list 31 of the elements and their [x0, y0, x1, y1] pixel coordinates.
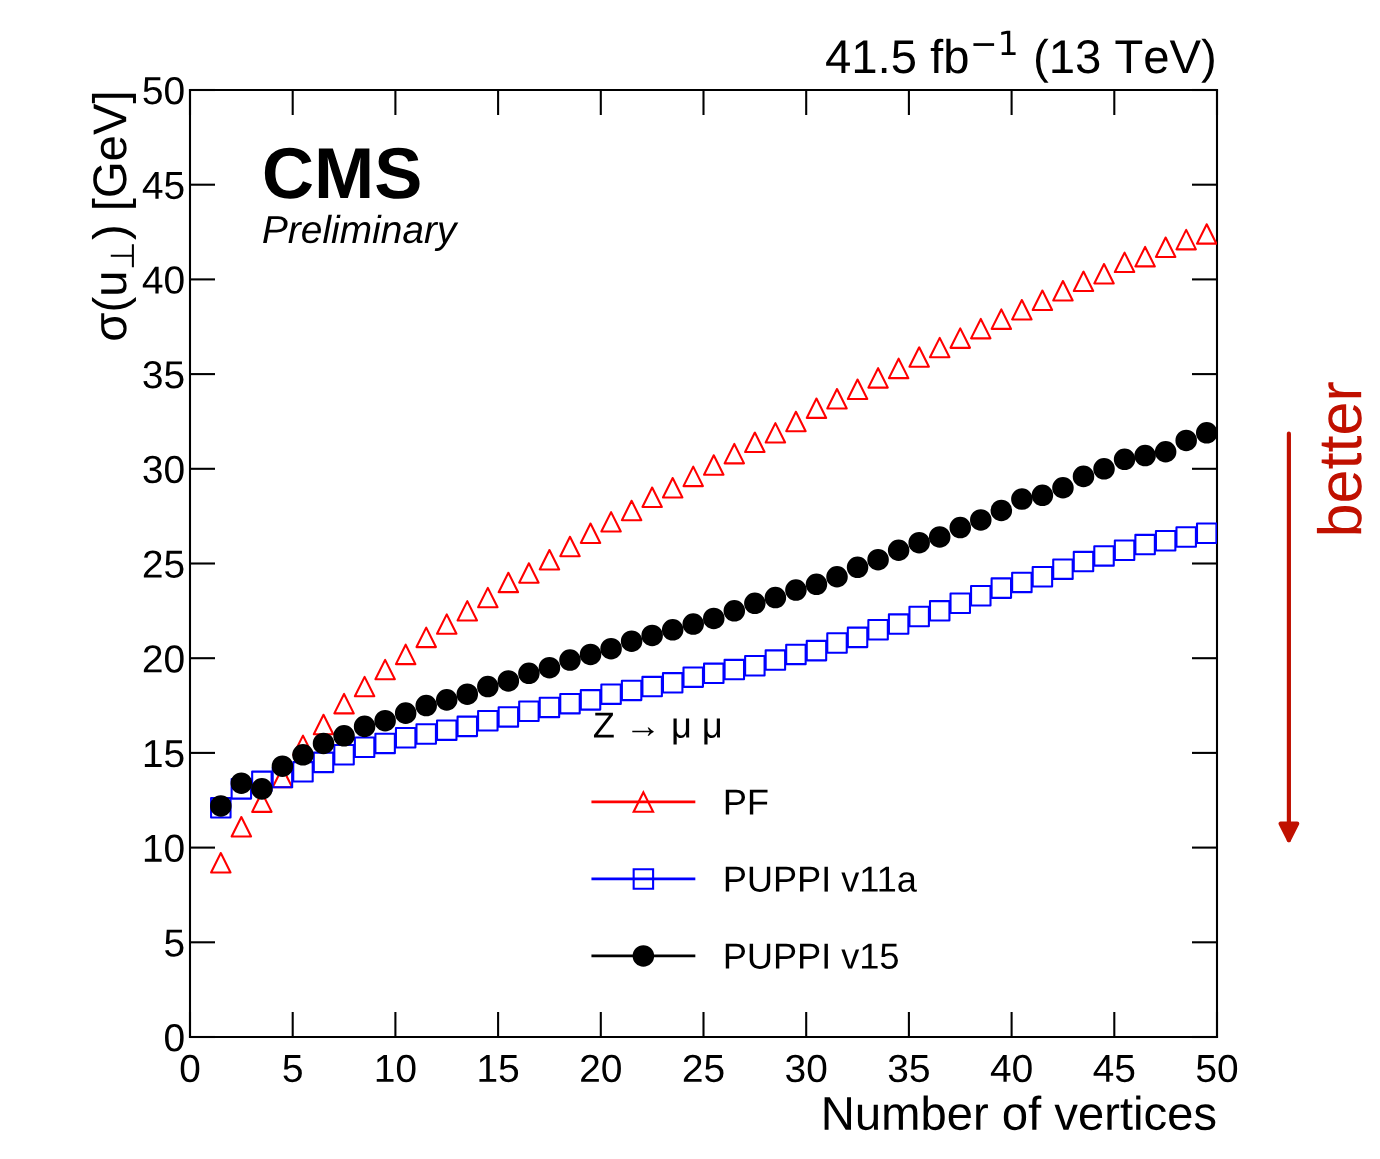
y-tick-label: 0	[165, 1023, 184, 1052]
x-tick-label: 15	[479, 1055, 519, 1083]
x-tick-label: 40	[990, 1054, 1032, 1083]
y-tick-label: 40	[142, 266, 184, 294]
text: better	[1316, 382, 1362, 534]
legend-label: PUPPI v15	[725, 943, 898, 969]
y-axis-title: σ(u$_{⊥}$) [GeV]	[91, 93, 136, 340]
x-tick-label: 30	[786, 1054, 827, 1083]
y-tick-label: 30	[143, 455, 184, 484]
x-axis-title: Number of vertices	[824, 1095, 1216, 1131]
annotation: CMS	[264, 147, 420, 199]
legend-title: Z → μ μ	[593, 712, 721, 745]
x-tick-label: 5	[283, 1055, 302, 1083]
y-tick-label: 5	[165, 929, 184, 957]
x-tick-label: 45	[1093, 1055, 1135, 1083]
chart-title: 41.5 fb$^{−1}$ (13 TeV)	[826, 30, 1214, 83]
legend-label: PF	[725, 789, 768, 815]
y-tick-label: 35	[143, 361, 184, 389]
x-tick-label: 10	[376, 1054, 416, 1083]
annotation: Preliminary	[263, 214, 459, 251]
y-tick-label: 15	[144, 740, 184, 768]
y-tick-label: 45	[142, 172, 184, 200]
x-tick-label: 35	[888, 1054, 929, 1083]
y-tick-label: 20	[143, 645, 184, 673]
x-tick-label: 25	[683, 1054, 724, 1083]
x-tick-label: 50	[1196, 1054, 1238, 1083]
y-tick-label: 50	[143, 76, 184, 105]
legend-label: PUPPI v11a	[725, 866, 917, 892]
y-tick-label: 25	[143, 550, 184, 578]
x-tick-label: 20	[581, 1054, 621, 1083]
y-tick-label: 10	[144, 834, 184, 863]
